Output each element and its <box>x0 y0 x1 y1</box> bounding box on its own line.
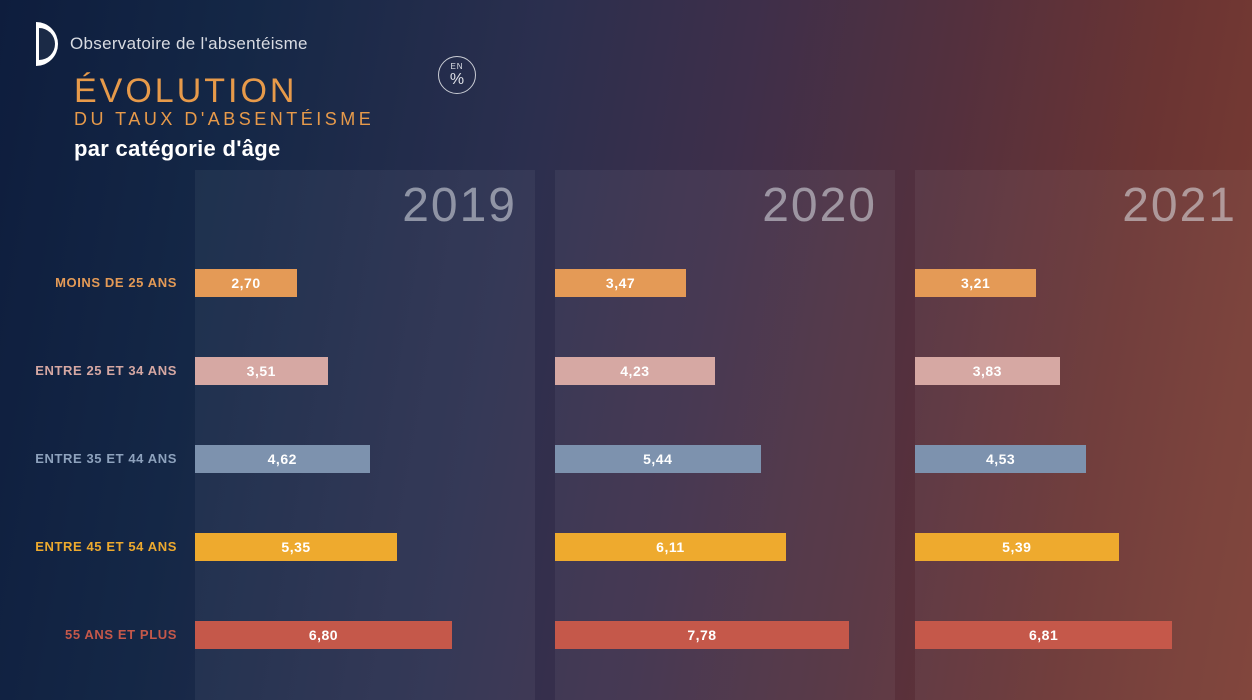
bar-value: 5,39 <box>1002 539 1031 555</box>
bar-value: 2,70 <box>231 275 260 291</box>
bar: 5,44 <box>555 445 761 473</box>
bar: 6,11 <box>555 533 786 561</box>
category-label: MOINS DE 25 ANS <box>0 266 195 300</box>
category-label: 55 ANS ET PLUS <box>0 618 195 652</box>
brand-logo-icon <box>36 22 58 66</box>
bar: 6,80 <box>195 621 452 649</box>
percent-badge-top: EN <box>450 63 463 71</box>
bar: 4,62 <box>195 445 370 473</box>
year-label: 2021 <box>915 178 1252 233</box>
bar: 5,39 <box>915 533 1119 561</box>
bar: 2,70 <box>195 269 297 297</box>
category-row: ENTRE 35 ET 44 ANS 4,62 5,44 4,53 <box>0 442 1252 476</box>
year-label: 2020 <box>555 178 895 233</box>
bar-value: 7,78 <box>687 627 716 643</box>
brand-logo: Observatoire de l'absentéisme <box>36 22 374 66</box>
bar-value: 6,81 <box>1029 627 1058 643</box>
title-line2: DU TAUX D'ABSENTÉISME <box>74 109 374 130</box>
title-block: ÉVOLUTION DU TAUX D'ABSENTÉISME par caté… <box>74 72 374 162</box>
percent-badge: EN % <box>438 56 476 94</box>
bar: 3,51 <box>195 357 328 385</box>
bar-value: 5,35 <box>281 539 310 555</box>
bar: 5,35 <box>195 533 397 561</box>
bar-value: 6,80 <box>309 627 338 643</box>
percent-badge-symbol: % <box>450 72 464 88</box>
bar-value: 3,51 <box>247 363 276 379</box>
bar-value: 4,62 <box>268 451 297 467</box>
title-line3: par catégorie d'âge <box>74 136 374 162</box>
bar: 4,53 <box>915 445 1086 473</box>
bar: 4,23 <box>555 357 715 385</box>
bar: 6,81 <box>915 621 1172 649</box>
category-row: 55 ANS ET PLUS 6,80 7,78 6,81 <box>0 618 1252 652</box>
brand-name: Observatoire de l'absentéisme <box>70 34 308 54</box>
bar: 7,78 <box>555 621 849 649</box>
bar-chart: 2019 2020 2021 MOINS DE 25 ANS 2,70 3,47 3,21 E… <box>0 170 1252 700</box>
bar-value: 3,21 <box>961 275 990 291</box>
bar-value: 4,53 <box>986 451 1015 467</box>
bar-value: 6,11 <box>656 539 684 555</box>
category-row: ENTRE 45 ET 54 ANS 5,35 6,11 5,39 <box>0 530 1252 564</box>
bar: 3,21 <box>915 269 1036 297</box>
category-row: MOINS DE 25 ANS 2,70 3,47 3,21 <box>0 266 1252 300</box>
category-label: ENTRE 45 ET 54 ANS <box>0 530 195 564</box>
bar-value: 4,23 <box>620 363 649 379</box>
bar-value: 3,83 <box>973 363 1002 379</box>
category-label: ENTRE 25 ET 34 ANS <box>0 354 195 388</box>
bar: 3,47 <box>555 269 686 297</box>
bar: 3,83 <box>915 357 1060 385</box>
category-row: ENTRE 25 ET 34 ANS 3,51 4,23 3,83 <box>0 354 1252 388</box>
title-line1: ÉVOLUTION <box>74 72 374 111</box>
bar-value: 5,44 <box>643 451 672 467</box>
bar-value: 3,47 <box>606 275 635 291</box>
category-label: ENTRE 35 ET 44 ANS <box>0 442 195 476</box>
year-label: 2019 <box>195 178 535 233</box>
header: Observatoire de l'absentéisme ÉVOLUTION … <box>36 22 374 162</box>
